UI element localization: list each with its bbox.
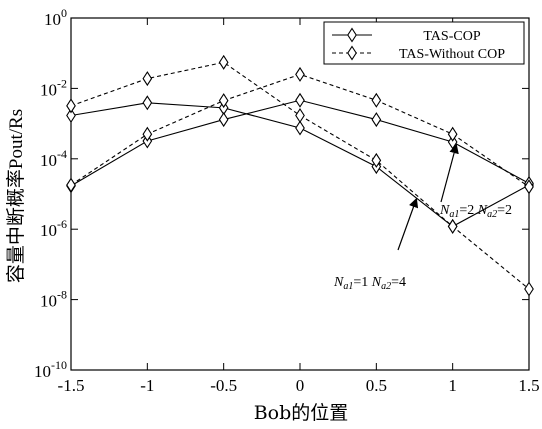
x-tick-label: -1.5 [58,376,85,395]
data-point-marker [218,93,229,109]
y-tick-label: 10-6 [40,217,67,240]
data-point-marker [447,126,458,142]
y-tick-label: 10-2 [40,76,67,99]
y-axis-title: 容量中断概率Pout/Rs [5,109,27,283]
data-point-marker [447,218,458,234]
data-point-marker [524,281,534,297]
data-point-marker [295,107,305,124]
axes: -1.5 -1 -0.5 0 0.5 1 1.5 100 10-2 10-4 10-6 10-8 10-… [34,6,540,395]
y-axis-title-chinese: 容量中断概率 [5,169,27,283]
data-point-marker [66,177,76,193]
legend-marker [347,45,357,61]
x-tick-label: -1 [140,376,154,395]
x-tick-label: 1.5 [518,376,539,395]
x-tick-label: 0 [296,376,305,395]
x-tick-label: 0.5 [366,376,387,395]
data-point-marker [218,54,229,70]
annotation-a1: Na1=2 Na2=2 [439,203,512,220]
data-point-marker [142,95,153,111]
y-tick-label: 10-10 [34,358,67,381]
y-tick-label: 10-8 [40,288,67,311]
legend-entry: TAS-COP [332,27,481,44]
data-point-marker [142,71,153,87]
legend-label: TAS-Without COP [399,47,505,62]
x-axis: -1.5 -1 -0.5 0 0.5 1 1.5 [58,18,540,395]
legend-entry: TAS-Without COP [332,45,505,62]
x-tick-label: -0.5 [210,376,237,395]
data-point-marker [66,107,76,124]
x-tick-label: 1 [448,376,457,395]
data-point-marker [371,92,382,108]
y-tick-label: 10-4 [40,147,67,170]
legend-box [323,21,525,65]
data-point-marker [371,152,382,168]
data-point-marker [142,126,153,142]
series-4 [66,66,534,195]
series-3 [66,54,534,297]
legend-marker [347,27,357,43]
annotation-arrow [397,197,419,251]
legend-label: TAS-COP [423,29,480,44]
y-tick-label: 100 [44,6,67,29]
x-axis-title: Bob的位置 [254,402,349,424]
y-axis-title-math: Pout/Rs [6,109,27,169]
data-point-marker [371,112,382,128]
y-axis: 100 10-2 10-4 10-6 10-8 10-10 [34,6,529,381]
data-point-marker [295,92,305,108]
data-point-marker [66,98,76,114]
annotation-arrow [440,143,459,203]
data-point-marker [295,120,305,136]
data-point-marker [295,66,305,82]
legend: TAS-COP TAS-Without COP [323,21,525,65]
data-point-marker [218,112,229,128]
data-point-marker [524,179,534,195]
annotation-a2: Na1=1 Na2=4 [333,275,406,292]
annotations: Na1=2 Na2=2 Na1=1 Na2=4 [333,143,512,292]
